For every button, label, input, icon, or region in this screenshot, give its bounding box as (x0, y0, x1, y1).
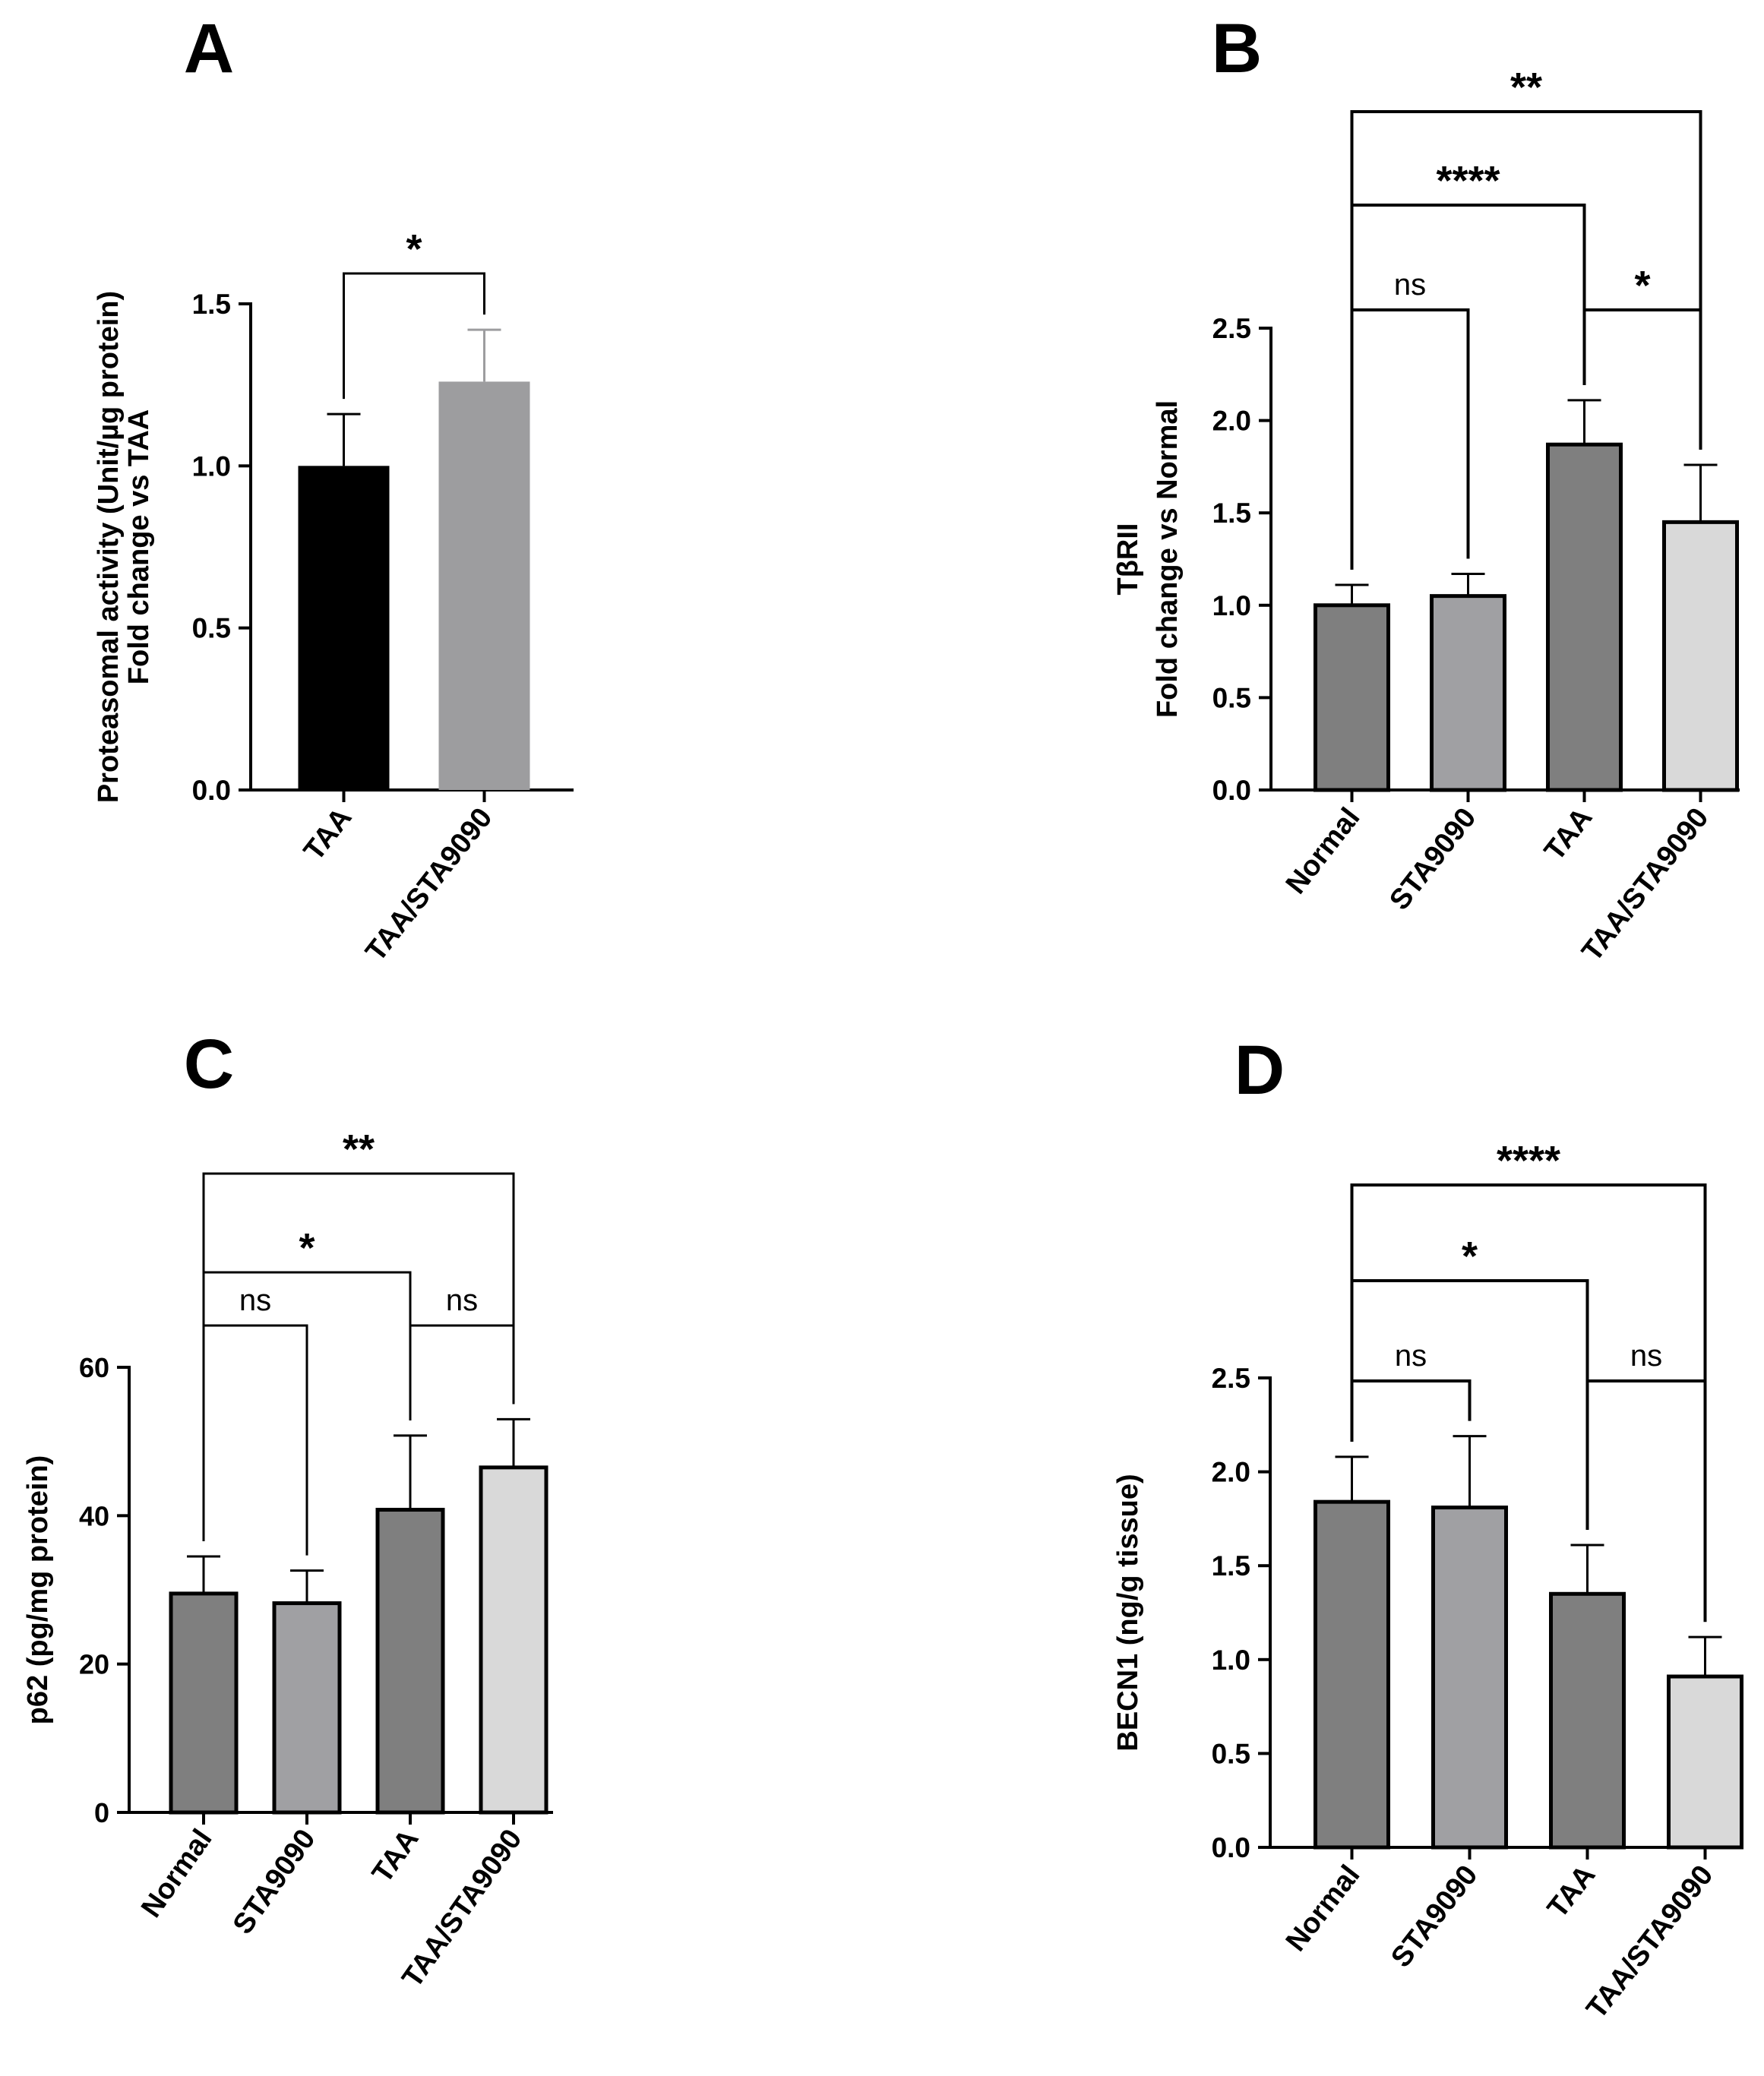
panel-letter: B (1212, 10, 1262, 87)
bar (298, 466, 390, 790)
bar (375, 1508, 445, 1815)
significance-bracket (1350, 308, 1470, 570)
y-tick-label: 0 (94, 1797, 109, 1828)
significance-label: * (406, 226, 422, 272)
y-tick-label: 20 (79, 1649, 109, 1680)
y-axis-label: BECN1 (ng/g tissue) (1112, 1474, 1144, 1751)
y-tick-label: 1.0 (192, 450, 231, 482)
x-tick-label: STA9090 (1383, 802, 1482, 916)
significance-label: * (1462, 1234, 1478, 1279)
significance-bracket (202, 1324, 308, 1556)
y-axis-label: TβRII (1112, 523, 1144, 596)
bar (1546, 442, 1623, 792)
bar (438, 381, 530, 790)
significance-bracket (1585, 1379, 1707, 1623)
y-tick-label: 1.0 (1212, 590, 1251, 621)
x-tick-label: STA9090 (227, 1824, 322, 1940)
significance-bracket (409, 1324, 515, 1420)
y-tick-label: 2.0 (1212, 1457, 1250, 1488)
y-tick-label: 0.0 (192, 775, 231, 806)
y-tick-label: 1.5 (1212, 498, 1251, 529)
bar (272, 1601, 342, 1815)
y-tick-label: 40 (79, 1500, 109, 1531)
significance-label: ** (1510, 65, 1542, 110)
significance-label: ns (1395, 1339, 1427, 1373)
significance-label: * (1634, 263, 1650, 308)
y-tick-label: 0.5 (1212, 682, 1251, 713)
y-tick-label: 0.0 (1212, 1832, 1250, 1863)
bar (1430, 594, 1506, 792)
y-tick-label: 2.0 (1212, 406, 1251, 437)
bar (479, 1465, 548, 1815)
y-tick-label: 2.5 (1212, 1363, 1250, 1394)
y-axis-label: Fold change vs TAA (123, 409, 155, 684)
panel-letter: D (1234, 1032, 1285, 1109)
x-tick-label: TAA/STA9090 (1576, 802, 1715, 968)
significance-bracket (1350, 1183, 1707, 1623)
significance-label: **** (1497, 1138, 1560, 1183)
significance-label: ns (239, 1284, 271, 1317)
panel-C: C 0 20 40 60 p62 (pg/mg protein) Normal STA9090… (22, 1025, 553, 1993)
y-axis-label: Fold change vs Normal (1152, 400, 1184, 718)
x-tick-label: TAA (298, 802, 358, 867)
x-tick-label: TAA (1541, 1860, 1601, 1924)
y-tick-label: 1.5 (192, 289, 231, 320)
significance-bracket (202, 1172, 515, 1542)
significance-label: ** (343, 1126, 375, 1172)
y-tick-label: 1.5 (1212, 1550, 1250, 1581)
x-tick-label: Normal (1280, 1860, 1367, 1958)
bar (1549, 1591, 1626, 1850)
y-tick-label: 0.5 (1212, 1738, 1250, 1769)
x-tick-label: TAA (1538, 802, 1598, 867)
bar (1314, 603, 1390, 792)
panel-B: B 0.0 0.5 1.0 1.5 2.0 2.5 TβRII Fold change vs N… (1112, 10, 1740, 968)
significance-label: ns (1630, 1339, 1662, 1373)
bar (1431, 1506, 1508, 1850)
panel-letter: A (184, 10, 234, 87)
y-tick-label: 0.0 (1212, 775, 1251, 806)
y-tick-label: 2.5 (1212, 313, 1251, 344)
x-tick-label: TAA/STA9090 (359, 802, 498, 968)
significance-bracket (343, 272, 485, 400)
significance-label: ns (1394, 268, 1426, 302)
bar (169, 1591, 239, 1815)
y-tick-label: 60 (79, 1352, 109, 1383)
y-tick-label: 1.0 (1212, 1645, 1250, 1676)
x-tick-label: TAA (366, 1824, 425, 1889)
x-tick-label: TAA/STA9090 (1580, 1860, 1719, 2025)
significance-bracket (1350, 1379, 1472, 1442)
significance-bracket (1350, 110, 1702, 570)
significance-label: ns (446, 1284, 478, 1317)
y-tick-label: 0.5 (192, 613, 231, 644)
panel-D: D 0.0 0.5 1.0 1.5 2.0 2.5 BECN1 (ng/g tissue) No… (1112, 1032, 1743, 2025)
panel-letter: C (184, 1025, 234, 1103)
bar (1662, 520, 1739, 792)
x-tick-label: Normal (135, 1824, 218, 1923)
significance-bracket (1582, 308, 1702, 450)
bar (1314, 1499, 1390, 1850)
significance-label: * (299, 1225, 315, 1271)
x-tick-label: STA9090 (1385, 1860, 1484, 1973)
y-axis-label: Proteasomal activity (Unit/µg protein) (93, 291, 125, 803)
panel-A: A 0.0 0.5 1.0 1.5 Proteasomal activity (Unit/… (93, 10, 574, 968)
y-axis-label: p62 (pg/mg protein) (22, 1455, 54, 1725)
bar (1667, 1674, 1743, 1850)
significance-label: **** (1436, 158, 1500, 204)
x-tick-label: Normal (1280, 802, 1367, 900)
